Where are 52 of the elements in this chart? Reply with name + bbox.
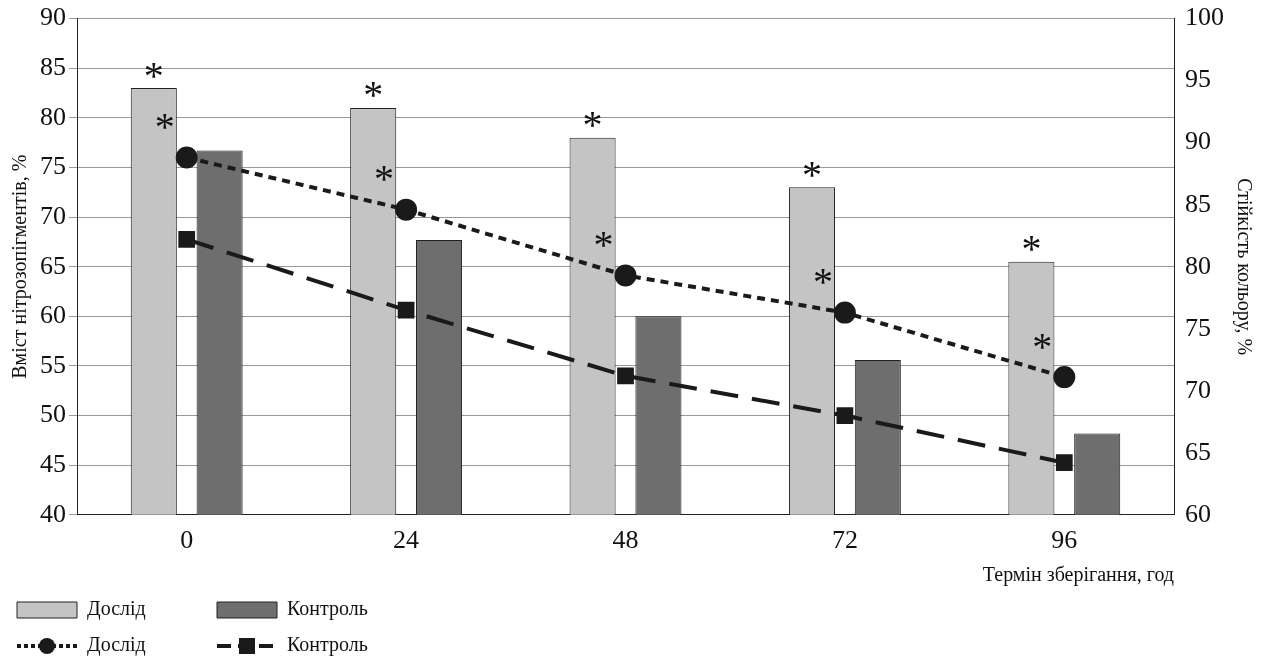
x-tick-label: 96 <box>1051 525 1078 555</box>
legend-label: Контроль <box>287 597 368 621</box>
annotation: * <box>593 221 614 267</box>
point <box>617 367 634 385</box>
y2-tick-label: 70 <box>1185 374 1211 404</box>
x-tick-label: 0 <box>180 525 194 555</box>
point <box>614 264 637 287</box>
point <box>836 407 854 424</box>
y2-tick-label: 100 <box>1185 2 1224 32</box>
legend-label: Дослід <box>87 597 146 621</box>
y2-tick-label: 80 <box>1185 250 1211 280</box>
y-tick-label: 85 <box>40 52 66 82</box>
point <box>1053 366 1076 389</box>
y2-axis-title: Стійкість кольору, % <box>1232 178 1256 356</box>
y-tick-label: 80 <box>40 101 66 131</box>
x-tick-label: 24 <box>393 525 420 555</box>
annotation: * <box>374 156 395 202</box>
y-tick-label: 90 <box>40 2 66 32</box>
y-tick-label: 45 <box>40 449 66 479</box>
point <box>178 231 196 248</box>
y2-tick-label: 85 <box>1185 188 1211 218</box>
annotation: * <box>1032 323 1053 369</box>
annotation: * <box>363 72 384 118</box>
annotation: * <box>582 102 603 148</box>
point <box>833 301 856 324</box>
y2-tick-label: 75 <box>1185 312 1211 342</box>
legend-label: Контроль <box>287 633 368 657</box>
y-axis-title: Вміст нітрозопігментів, % <box>8 154 32 379</box>
y-tick-label: 40 <box>40 498 66 528</box>
y2-tick-label: 90 <box>1185 126 1211 156</box>
annotation: * <box>1021 226 1042 272</box>
y2-tick-label: 65 <box>1185 436 1211 466</box>
y-tick-label: 60 <box>40 300 66 330</box>
y-tick-label: 70 <box>40 200 66 230</box>
x-tick-label: 72 <box>831 525 858 555</box>
point <box>395 198 418 221</box>
point <box>175 146 198 169</box>
annotation: * <box>801 151 822 197</box>
y2-tick-label: 95 <box>1185 64 1211 94</box>
annotation: * <box>154 104 175 150</box>
x-tick-label: 48 <box>612 525 639 555</box>
annotation: * <box>812 259 833 305</box>
y-tick-label: 55 <box>40 349 66 379</box>
y-tick-label: 65 <box>40 250 66 280</box>
legend-label: Дослід <box>87 633 146 657</box>
y-tick-label: 50 <box>40 399 66 429</box>
point <box>397 301 415 319</box>
y-tick-label: 75 <box>40 151 66 181</box>
point <box>1055 454 1073 472</box>
y2-tick-label: 60 <box>1185 498 1211 528</box>
x-axis-title: Термін зберігання, год <box>982 563 1174 587</box>
annotation: * <box>143 52 164 98</box>
